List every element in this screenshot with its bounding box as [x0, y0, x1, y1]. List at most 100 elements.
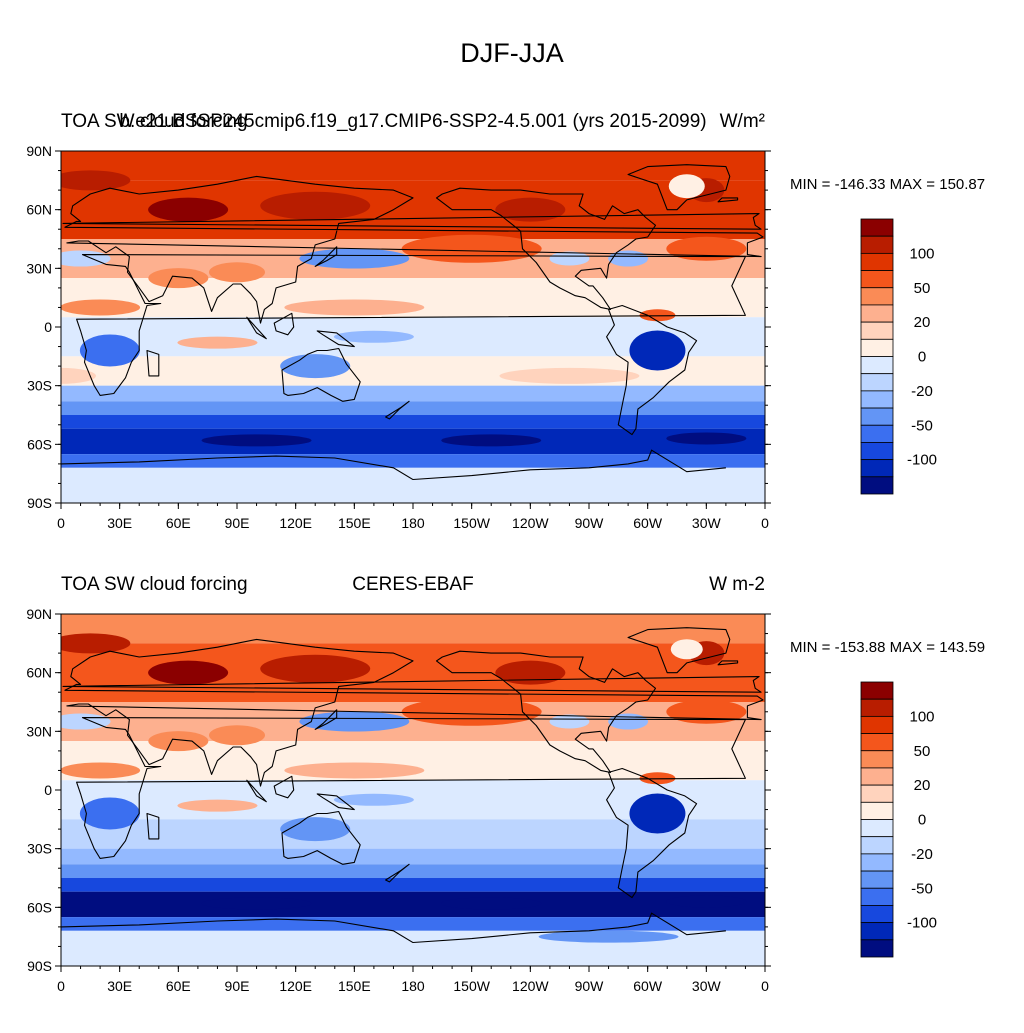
panel-left-title: TOA SW cloud forcing [61, 111, 248, 132]
coastline [314, 709, 338, 730]
north-atlantic-feature [666, 236, 747, 261]
lon-label: 90E [225, 978, 250, 994]
siberia-max [148, 660, 229, 685]
colorbar-swatch [860, 784, 894, 803]
lon-label: 60W [633, 978, 663, 994]
lon-label: 0 [761, 978, 769, 994]
arabia-max [148, 731, 209, 752]
colorbar-label: 100 [909, 245, 934, 262]
colorbar-swatch [860, 287, 894, 306]
south-america-min [629, 793, 686, 834]
coastline [316, 793, 355, 811]
lon-label: 0 [761, 515, 769, 531]
canada-max [495, 660, 566, 685]
colorbar-swatch [860, 733, 894, 752]
arctic-band [61, 614, 765, 644]
coastline [627, 627, 731, 674]
coastline [281, 347, 361, 402]
coastline [717, 197, 739, 203]
north-america-min [549, 714, 590, 729]
southern-atlantic-min [666, 895, 747, 908]
colorbar-label: 100 [909, 708, 934, 725]
lat-label: 30N [26, 260, 52, 276]
sahel-max [61, 762, 141, 779]
lat-label: 90S [27, 958, 52, 974]
coastline [273, 312, 295, 336]
panel-units: W m-2 [709, 574, 765, 595]
lon-label: 30W [692, 515, 722, 531]
colorbar-swatch [860, 218, 894, 237]
lon-label: 180 [401, 515, 425, 531]
africa-min [79, 797, 140, 830]
coastline [246, 779, 267, 803]
southern-band-3 [61, 878, 765, 892]
lon-label: 60W [633, 515, 663, 531]
coastline [273, 775, 295, 799]
colorbar-swatch [860, 715, 894, 734]
panel-model: TOA SW cloud forcing b.e21.BSSP245cmip6.… [0, 100, 1024, 570]
colorbar-swatch [860, 922, 894, 941]
lon-label: 30W [692, 978, 722, 994]
colorbar-swatch [860, 887, 894, 906]
barents-max [61, 170, 131, 191]
lon-label: 30E [107, 978, 132, 994]
south-america-min [629, 330, 686, 371]
southern-band-1 [61, 385, 765, 402]
southern-ocean-band [61, 891, 765, 918]
colorbar-label: 20 [914, 314, 931, 331]
east-siberia-max [260, 191, 371, 220]
coastline [385, 400, 410, 420]
lon-label: 150W [453, 978, 490, 994]
canada-max [495, 197, 566, 222]
coastline [606, 767, 698, 899]
panel-left-title: TOA SW cloud forcing [61, 574, 248, 595]
australia-min [280, 354, 351, 379]
colorbar-swatch [860, 767, 894, 786]
lon-label: 120W [512, 515, 549, 531]
colorbar-label: 20 [914, 777, 931, 794]
coastline-antarctica [61, 912, 726, 944]
coastline [627, 164, 731, 211]
coastline [62, 213, 762, 230]
sahel-max [61, 299, 141, 316]
colorbar-label: -50 [911, 880, 933, 897]
colorbar-swatch [860, 338, 894, 357]
southern-indian-min [201, 434, 312, 447]
antarctica-band [61, 467, 765, 503]
barents-max [61, 633, 131, 654]
page-title: DJF-JJA [460, 38, 564, 68]
panel-center-title: b.e21.BSSP245cmip6.f19_g17.CMIP6-SSP2-4.… [119, 111, 707, 132]
lat-label: 0 [44, 319, 52, 335]
colorbar-label: 0 [918, 349, 926, 366]
mediterranean-min [61, 713, 111, 730]
coastline [316, 330, 355, 348]
coastline-antarctica [61, 449, 726, 481]
colorbar-swatch [860, 870, 894, 889]
map-svg: 90N 60N 30N 0 30S 60S 90S 0 30E 60E 90E 120E 150E 180… [26, 143, 937, 531]
colorbar-label: 0 [918, 812, 926, 829]
coastline [435, 187, 657, 310]
east-siberia-max [260, 654, 371, 683]
lat-label: 30S [27, 841, 52, 857]
southern-indian-min [201, 897, 312, 910]
lat-label: 60S [27, 436, 52, 452]
lat-label: 0 [44, 782, 52, 798]
lon-label: 0 [57, 515, 65, 531]
lon-label: 120W [512, 978, 549, 994]
colorbar-label: -50 [911, 417, 933, 434]
lon-label: 150W [453, 515, 490, 531]
africa-min [79, 334, 140, 367]
tibet-max [209, 725, 265, 746]
lon-label: 0 [57, 978, 65, 994]
colorbar-label: -100 [907, 452, 937, 469]
lon-label: 90W [575, 978, 605, 994]
tibet-max [209, 262, 265, 283]
lat-label: 60S [27, 899, 52, 915]
coastline [281, 810, 361, 865]
panel-center-title: CERES-EBAF [352, 574, 474, 595]
lat-label: 60N [26, 665, 52, 681]
colorbar-swatch [860, 698, 894, 717]
lat-label: 90N [26, 143, 52, 159]
lon-label: 120E [279, 978, 312, 994]
lon-label: 60E [166, 515, 191, 531]
